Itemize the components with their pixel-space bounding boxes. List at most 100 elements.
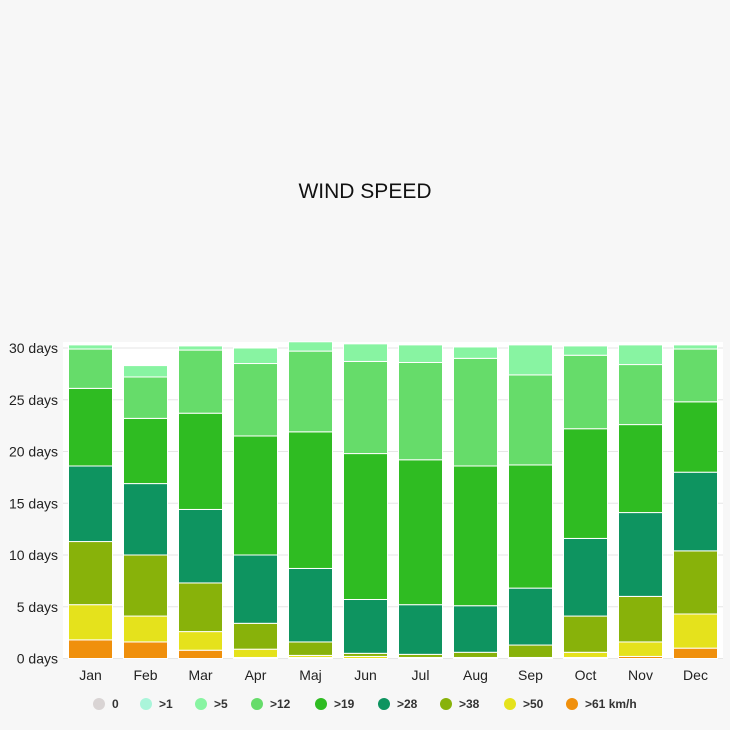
bar-segment <box>178 582 223 633</box>
bar-segment <box>68 344 113 350</box>
bar-segment <box>288 341 333 352</box>
y-tick-label: 10 days <box>9 547 58 563</box>
legend-label: >28 <box>397 697 418 711</box>
legend-label: >61 km/h <box>585 697 637 711</box>
x-tick-label: Maj <box>299 667 322 683</box>
bar-segment <box>398 344 443 363</box>
x-tick-label: Mar <box>188 667 212 683</box>
legend-label: >5 <box>214 697 228 711</box>
bar-segment <box>178 345 223 351</box>
y-tick-label: 20 days <box>9 444 58 460</box>
legend-item: >61 km/h <box>566 697 637 711</box>
bar-segment <box>178 412 223 510</box>
y-tick-label: 30 days <box>9 340 58 356</box>
bar-segment <box>178 631 223 651</box>
bar-segment <box>508 587 553 646</box>
bar-segment <box>178 649 223 659</box>
x-tick-label: Feb <box>133 667 157 683</box>
bar-segment <box>343 453 388 601</box>
bar-segment <box>453 651 498 658</box>
bar-segment <box>673 471 718 552</box>
legend-label: >19 <box>334 697 355 711</box>
bar-segment <box>288 350 333 433</box>
x-tick-label: Apr <box>245 667 267 683</box>
bar-segment <box>68 387 113 467</box>
legend-marker <box>93 698 105 710</box>
bar-segment <box>563 428 608 539</box>
legend-label: 0 <box>112 697 119 711</box>
y-tick-label: 0 days <box>17 651 58 667</box>
bar-segment <box>123 641 168 660</box>
bar-segment <box>673 647 718 660</box>
bar-segment <box>123 417 168 485</box>
bar-segment <box>508 644 553 658</box>
legend-label: >12 <box>270 697 291 711</box>
legend-item: >19 <box>315 697 355 711</box>
bar-segment <box>618 344 663 366</box>
bar-segment <box>453 346 498 359</box>
bar-segment <box>123 554 168 617</box>
legend-marker <box>251 698 263 710</box>
legend-label: >38 <box>459 697 480 711</box>
chart-title: WIND SPEED <box>298 180 432 203</box>
bar-segment <box>618 364 663 426</box>
bar-segment <box>563 651 608 658</box>
x-tick-label: Jul <box>412 667 430 683</box>
bar-segment <box>673 344 718 350</box>
y-tick-label: 25 days <box>9 392 58 408</box>
bar-segment <box>123 376 168 419</box>
legend-label: >1 <box>159 697 173 711</box>
x-tick-label: Oct <box>575 667 597 683</box>
bar-segment <box>233 363 278 437</box>
bar-segment <box>673 613 718 649</box>
bar-segment <box>68 639 113 659</box>
bar-segment <box>288 567 333 643</box>
bar-segment <box>453 357 498 467</box>
legend-marker <box>195 698 207 710</box>
x-tick-label: Dec <box>683 667 708 683</box>
bar-segment <box>563 354 608 430</box>
plot-area <box>63 342 723 659</box>
legend-marker <box>140 698 152 710</box>
bar-segment <box>618 424 663 514</box>
x-tick-label: Aug <box>463 667 488 683</box>
bar-segment <box>123 483 168 556</box>
bar-segment <box>233 622 278 650</box>
legend-label: >50 <box>523 697 544 711</box>
legend-item: >1 <box>140 697 173 711</box>
bar-segment <box>673 348 718 403</box>
legend-item: 0 <box>93 697 119 711</box>
bar-segment <box>233 435 278 556</box>
bar-segment <box>508 374 553 466</box>
x-tick-label: Nov <box>628 667 653 683</box>
legend-item: >5 <box>195 697 228 711</box>
bar-segment <box>123 615 168 643</box>
bar-segment <box>618 512 663 597</box>
bar-segment <box>343 360 388 455</box>
legend-marker <box>504 698 516 710</box>
x-tick-label: Jun <box>354 667 377 683</box>
bar-segment <box>618 641 663 657</box>
legend-item: >50 <box>504 697 544 711</box>
bar-segment <box>508 344 553 376</box>
bar-segment <box>233 648 278 658</box>
bar-segment <box>398 361 443 461</box>
bar-segment <box>453 465 498 607</box>
bar-segment <box>288 641 333 656</box>
legend-item: >38 <box>440 697 480 711</box>
bar-segment <box>563 537 608 617</box>
legend-item: >28 <box>378 697 418 711</box>
x-tick-label: Sep <box>518 667 543 683</box>
bar-segment <box>288 431 333 569</box>
bar-segment <box>68 348 113 389</box>
y-tick-label: 5 days <box>17 599 58 615</box>
bar-segment <box>343 343 388 362</box>
bar-segment <box>233 554 278 624</box>
bar-segment <box>398 604 443 655</box>
bar-segment <box>68 541 113 606</box>
bar-segment <box>508 464 553 589</box>
bar-segment <box>343 599 388 654</box>
bar-segment <box>453 605 498 653</box>
